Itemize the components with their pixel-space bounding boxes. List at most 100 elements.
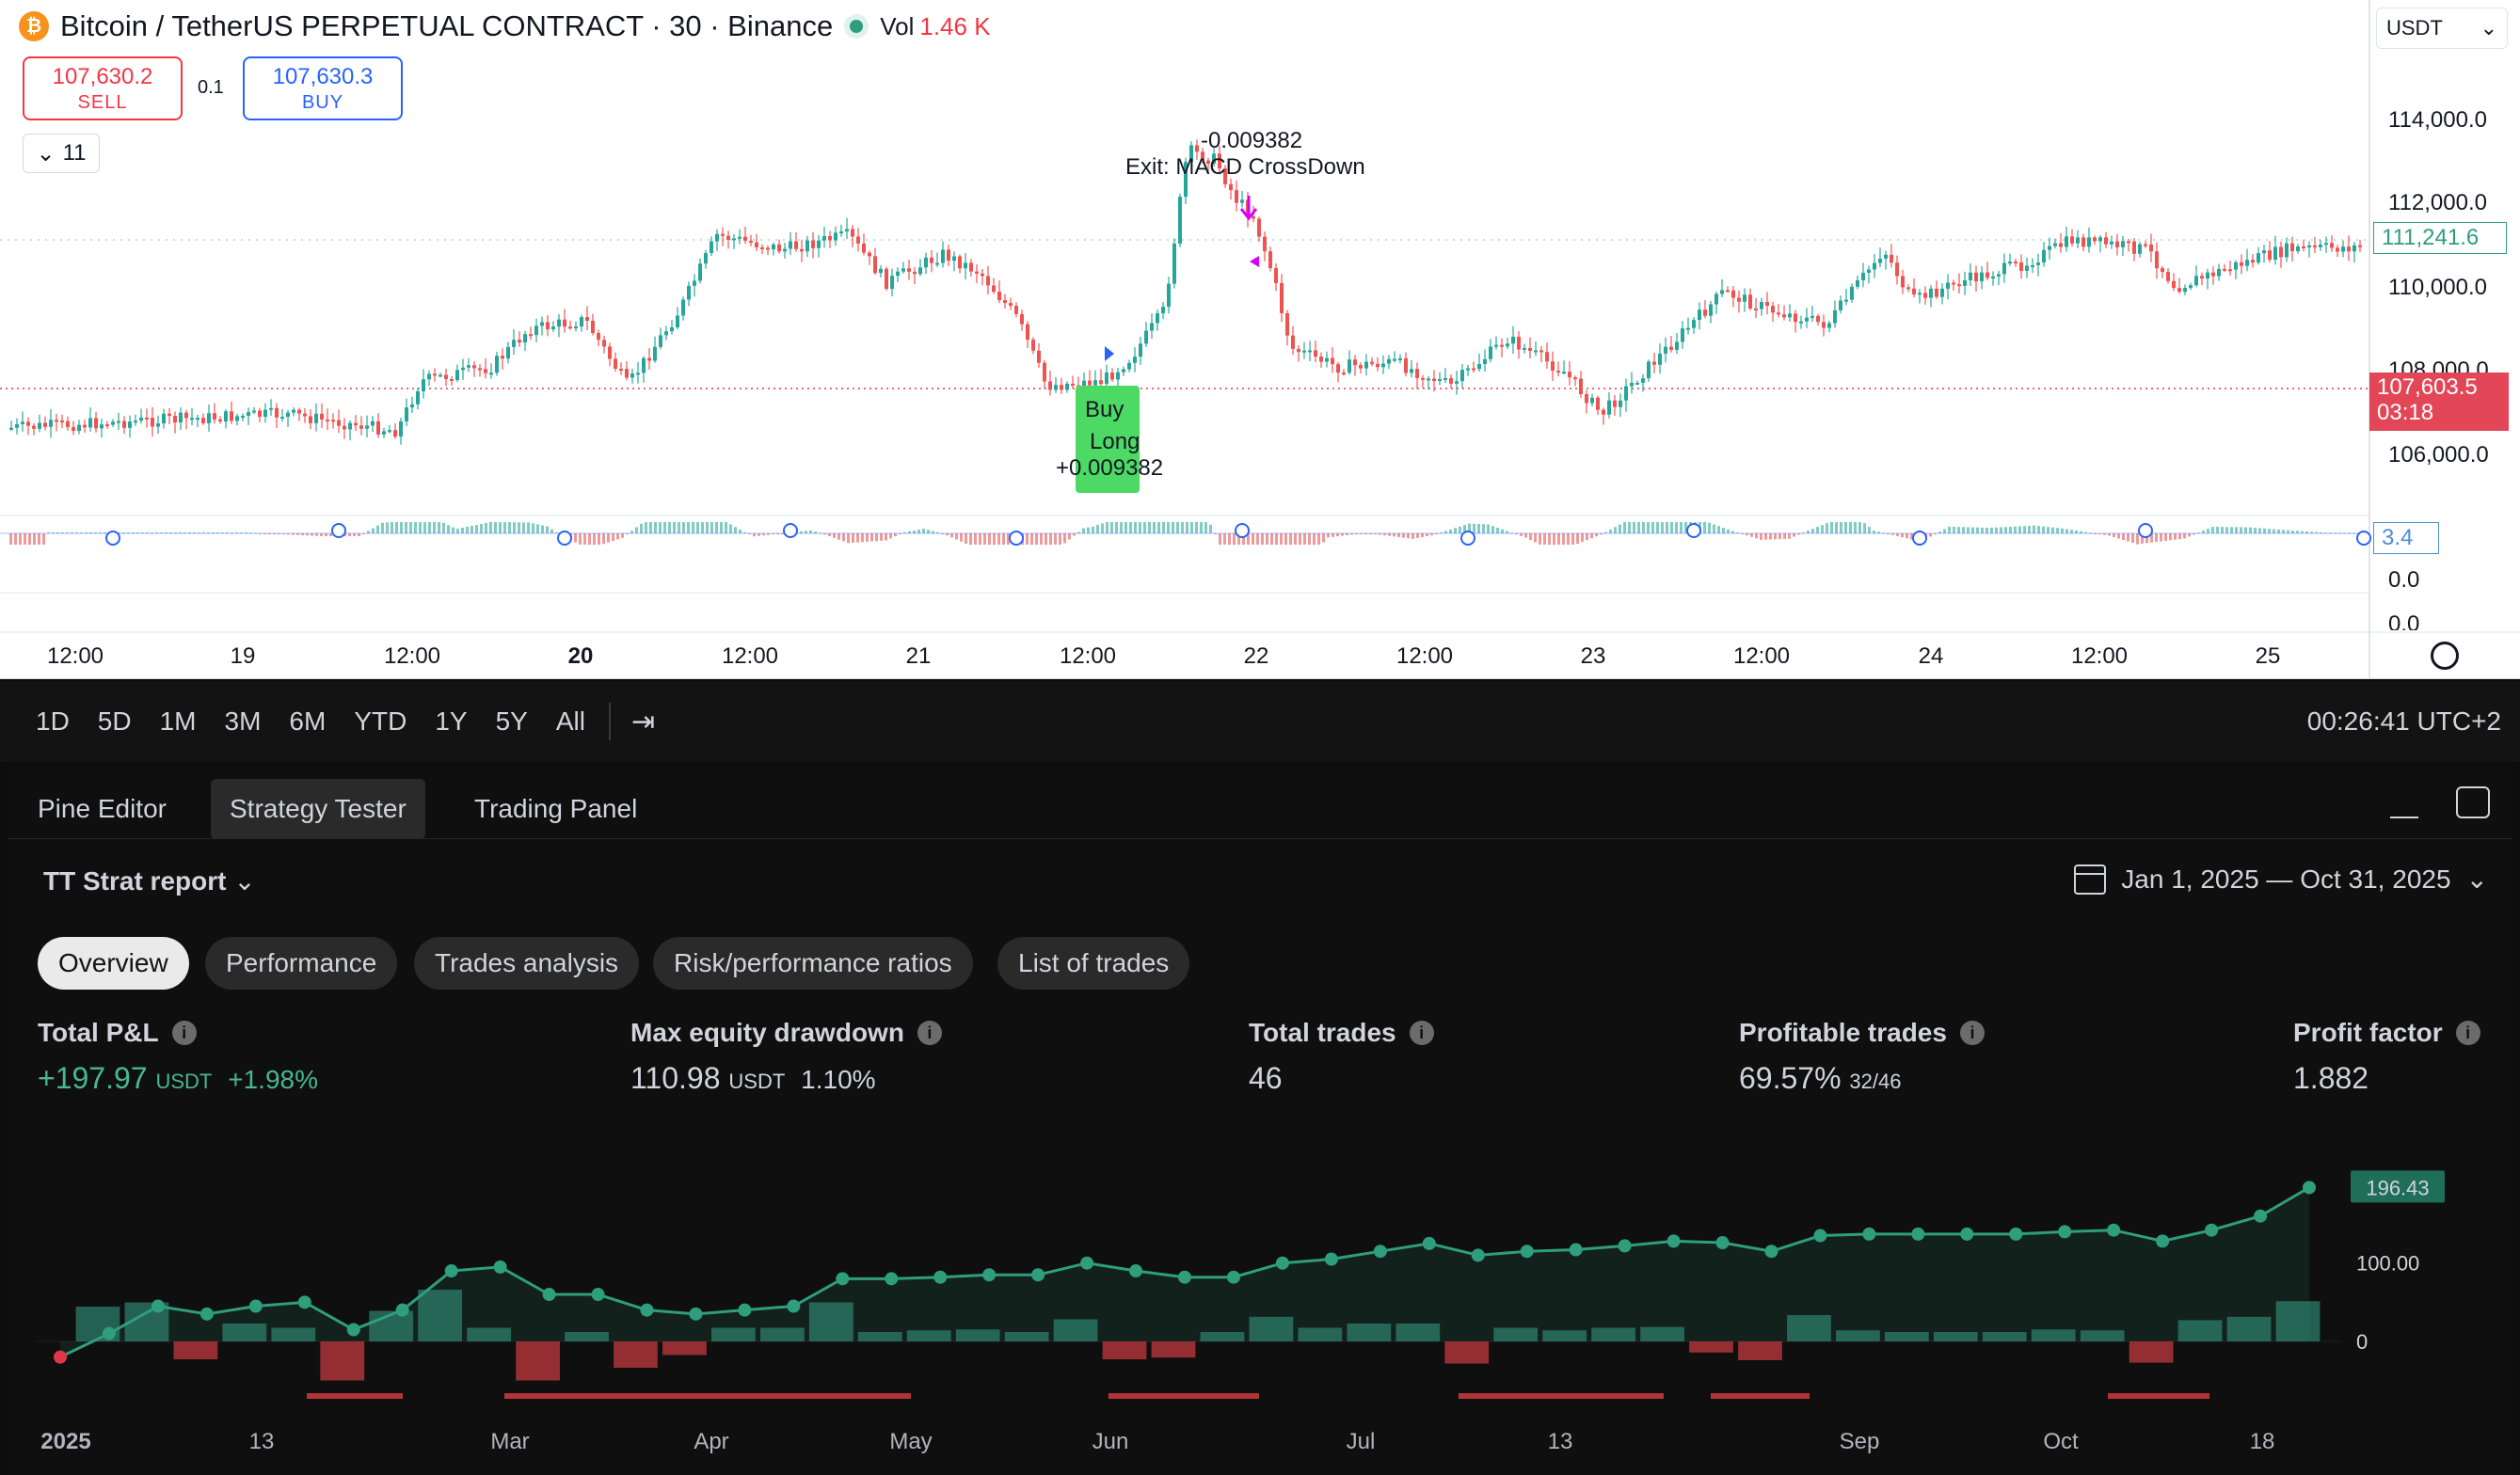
trade-bar [2226, 1316, 2272, 1341]
candlestick-plot[interactable] [0, 0, 2520, 679]
tab-trading-panel[interactable]: Trading Panel [474, 794, 638, 823]
buy-button[interactable]: 107,630.3 BUY [243, 56, 403, 120]
candle [1590, 393, 1594, 407]
candle [1810, 305, 1814, 323]
candle [732, 233, 736, 249]
range-6m-button[interactable]: 6M [289, 706, 327, 736]
report-title[interactable]: TT Strat report ⌄ [43, 865, 256, 896]
candle [1805, 308, 1809, 328]
candle [506, 341, 510, 364]
candle [2307, 241, 2311, 258]
candle [1754, 297, 1758, 319]
candle [1037, 342, 1041, 368]
equity-point [1960, 1227, 1974, 1241]
time-axis-label: 12:00 [46, 643, 104, 669]
indicator-marker [1912, 531, 1927, 546]
order-quantity[interactable]: 0.1 [198, 77, 224, 98]
info-icon[interactable]: i [171, 1021, 197, 1045]
price-chart[interactable]: ₿ Bitcoin / TetherUS PERPETUAL CONTRACT … [0, 0, 2520, 679]
range-1d-button[interactable]: 1D [36, 706, 70, 736]
candle [66, 416, 70, 431]
equity-point [640, 1303, 654, 1317]
candle [1274, 263, 1278, 292]
candle [2183, 284, 2187, 295]
chart-settings-icon[interactable] [2431, 642, 2459, 670]
candle [1218, 145, 1221, 175]
tab-strategy-tester[interactable]: Strategy Tester [211, 779, 425, 839]
currency-value: USDT [2386, 16, 2443, 40]
metric-ratio: 32/46 [1849, 1070, 1902, 1093]
metric-percent: 1.10% [801, 1065, 876, 1094]
symbol-title[interactable]: Bitcoin / TetherUS PERPETUAL CONTRACT · … [60, 9, 834, 42]
candle [1133, 347, 1137, 373]
info-icon[interactable]: i [917, 1021, 942, 1045]
candle [642, 356, 646, 383]
candle [2302, 239, 2305, 252]
candle [1331, 347, 1334, 373]
candle [1263, 231, 1267, 262]
candle [2189, 282, 2193, 291]
subtab-risk-ratios[interactable]: Risk/performance ratios [653, 937, 973, 990]
equity-x-label: Jul [1347, 1429, 1376, 1454]
equity-point [102, 1326, 116, 1340]
candle [958, 254, 962, 274]
trade-bar [1200, 1332, 1245, 1341]
metric-value: 46 [1249, 1061, 1283, 1095]
metric-percent: +1.98% [228, 1065, 318, 1094]
candle [1071, 375, 1075, 389]
date-range-selector[interactable]: Jan 1, 2025 — Oct 31, 2025 ⌄ [2074, 864, 2488, 895]
maximize-panel-icon[interactable] [2456, 786, 2490, 818]
subtab-trades-analysis[interactable]: Trades analysis [414, 937, 640, 990]
indicator-marker [1460, 531, 1475, 546]
candle [213, 403, 216, 424]
candle [15, 418, 19, 435]
trade-bar [2129, 1341, 2174, 1363]
trade-bar [1640, 1326, 1684, 1341]
chevron-down-icon: ⌄ [2465, 864, 2488, 894]
trade-bar [2080, 1330, 2125, 1341]
currency-select[interactable]: USDT ⌄ [2376, 8, 2508, 49]
candle [72, 420, 75, 436]
candle [597, 329, 600, 347]
subtab-list-of-trades[interactable]: List of trades [997, 937, 1190, 990]
tab-pine-editor[interactable]: Pine Editor [38, 794, 167, 823]
minimize-panel-icon[interactable] [2390, 790, 2418, 818]
range-all-button[interactable]: All [555, 706, 585, 736]
subtab-overview[interactable]: Overview [38, 937, 189, 990]
candle [1856, 275, 1859, 290]
subtab-performance[interactable]: Performance [205, 937, 398, 990]
range-5y-button[interactable]: 5Y [495, 706, 528, 736]
go-to-date-icon[interactable]: ⇥ [630, 706, 656, 738]
range-ytd-button[interactable]: YTD [354, 706, 407, 736]
candle [1794, 309, 1797, 333]
range-5d-button[interactable]: 5D [97, 706, 132, 736]
candle [630, 368, 634, 384]
info-icon[interactable]: i [2455, 1021, 2480, 1045]
candle [1376, 357, 1380, 372]
equity-chart[interactable]: 196.43 100.00 0 2025 13 Mar Apr May Jun Jul 13 Sep O… [8, 1123, 2512, 1475]
metric-total-pnl: Total P&L i +197.97 USDT +1.98% [38, 1018, 318, 1096]
equity-point [2058, 1225, 2072, 1239]
candle [309, 409, 312, 430]
candle [2273, 235, 2277, 265]
info-icon[interactable]: i [1409, 1021, 1434, 1045]
indicator-marker [1235, 523, 1250, 538]
candle [286, 409, 290, 427]
equity-point [1715, 1236, 1730, 1250]
range-1m-button[interactable]: 1M [159, 706, 197, 736]
range-1y-button[interactable]: 1Y [435, 706, 468, 736]
candle [1681, 321, 1684, 349]
candle [2268, 241, 2272, 262]
indicators-collapse-button[interactable]: ⌄ 11 [23, 134, 100, 173]
candle [1647, 359, 1651, 382]
timezone-clock[interactable]: 00:26:41 UTC+2 [2306, 706, 2501, 736]
candle [145, 408, 149, 428]
candle [269, 399, 273, 417]
info-icon[interactable]: i [1959, 1021, 1985, 1045]
candle [755, 233, 758, 251]
candle [1539, 345, 1543, 362]
sell-button[interactable]: 107,630.2 SELL [23, 56, 183, 120]
candle [1280, 274, 1284, 323]
range-3m-button[interactable]: 3M [224, 706, 262, 736]
trade-bar [1347, 1324, 1392, 1341]
